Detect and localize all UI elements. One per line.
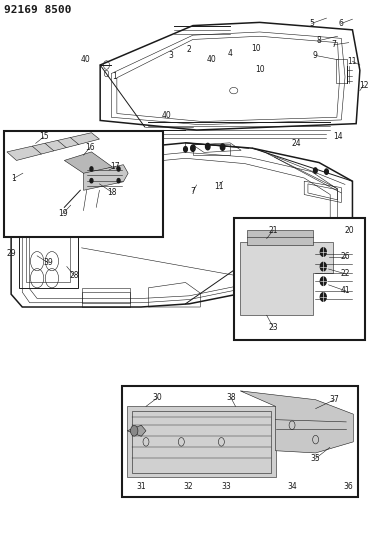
Text: 17: 17 <box>111 163 120 171</box>
Text: 92169 8500: 92169 8500 <box>4 5 71 15</box>
Bar <box>122 386 358 497</box>
Text: 35: 35 <box>311 454 321 463</box>
Text: 22: 22 <box>341 269 351 278</box>
Text: 39: 39 <box>43 259 53 267</box>
Circle shape <box>184 147 187 152</box>
Text: 5: 5 <box>309 19 314 28</box>
Bar <box>26 235 70 282</box>
Circle shape <box>320 277 326 286</box>
Text: 33: 33 <box>221 482 231 491</box>
Polygon shape <box>7 133 99 160</box>
Text: 12: 12 <box>359 81 368 90</box>
Text: 10: 10 <box>255 65 265 74</box>
Bar <box>336 59 347 83</box>
Text: 32: 32 <box>184 482 193 491</box>
Text: 20: 20 <box>345 225 354 235</box>
Text: 30: 30 <box>153 393 162 402</box>
Circle shape <box>90 167 93 171</box>
Text: 27: 27 <box>136 210 146 219</box>
Circle shape <box>131 425 138 436</box>
Text: 13: 13 <box>106 132 116 141</box>
Text: 11: 11 <box>214 182 224 190</box>
Text: 15: 15 <box>39 133 48 141</box>
Text: 36: 36 <box>344 482 354 491</box>
Polygon shape <box>83 165 128 190</box>
Circle shape <box>191 145 195 151</box>
Circle shape <box>320 262 326 271</box>
Text: 2: 2 <box>187 45 191 54</box>
Bar <box>19 229 78 288</box>
Circle shape <box>206 143 210 150</box>
Text: 41: 41 <box>341 286 351 295</box>
Text: 23: 23 <box>269 323 278 332</box>
Text: 38: 38 <box>226 393 236 402</box>
Text: 40: 40 <box>207 55 216 64</box>
Polygon shape <box>240 391 353 453</box>
Text: 9: 9 <box>131 183 136 192</box>
Text: 1: 1 <box>113 72 117 81</box>
Polygon shape <box>240 243 332 315</box>
Text: 11: 11 <box>348 57 357 66</box>
Polygon shape <box>247 230 313 245</box>
Text: 16: 16 <box>85 143 95 152</box>
Text: 1: 1 <box>11 174 16 183</box>
Text: 14: 14 <box>333 132 342 141</box>
Circle shape <box>320 293 326 301</box>
Text: 40: 40 <box>81 55 90 64</box>
Bar <box>234 218 365 340</box>
Text: 24: 24 <box>292 140 302 148</box>
Bar <box>4 131 163 237</box>
Polygon shape <box>127 406 276 478</box>
Text: 6: 6 <box>339 19 344 28</box>
Text: 10: 10 <box>251 44 261 53</box>
Text: 29: 29 <box>6 249 16 257</box>
Text: 34: 34 <box>287 482 297 491</box>
Circle shape <box>320 248 326 256</box>
Text: 8: 8 <box>317 36 321 45</box>
Circle shape <box>325 169 328 174</box>
Text: 18: 18 <box>108 188 117 197</box>
Text: 7: 7 <box>331 41 336 49</box>
Text: 8: 8 <box>157 187 162 196</box>
Bar <box>193 144 230 155</box>
Circle shape <box>220 144 225 150</box>
Circle shape <box>117 179 120 183</box>
Text: 7: 7 <box>190 187 196 196</box>
Text: 10: 10 <box>99 179 109 187</box>
Circle shape <box>90 179 93 183</box>
Text: 4: 4 <box>227 49 233 58</box>
Text: 19: 19 <box>58 209 68 218</box>
Text: 26: 26 <box>341 253 351 261</box>
Polygon shape <box>64 152 112 175</box>
Text: 9: 9 <box>313 51 318 60</box>
Text: 31: 31 <box>137 482 146 491</box>
Text: 3: 3 <box>168 51 173 60</box>
Circle shape <box>117 167 120 171</box>
Text: 37: 37 <box>329 395 339 404</box>
Text: 25: 25 <box>47 169 57 178</box>
Polygon shape <box>127 425 146 437</box>
Text: 40: 40 <box>162 111 172 120</box>
Text: 21: 21 <box>269 225 278 235</box>
Circle shape <box>313 168 317 173</box>
Text: 28: 28 <box>69 271 79 280</box>
